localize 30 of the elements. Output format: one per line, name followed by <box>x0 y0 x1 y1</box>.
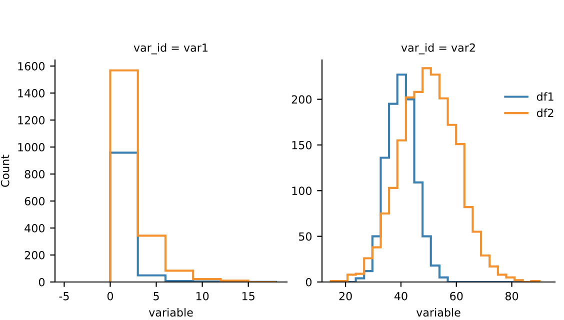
x-tick-label: 80 <box>505 292 518 300</box>
y-tick-label: 200 <box>292 95 312 104</box>
y-tick-label: 400 <box>24 224 45 232</box>
x-tick-label: 5 <box>154 292 159 300</box>
y-tick-label: 0 <box>306 278 312 286</box>
x-tick-label: 40 <box>394 292 408 300</box>
x-tick-label: 20 <box>339 292 352 300</box>
y-tick-label: 150 <box>292 140 312 150</box>
y-tick-label: 800 <box>24 170 45 178</box>
y-tick-label: 100 <box>292 186 312 196</box>
legend-label: df1 <box>536 92 554 101</box>
x-tick-label: 10 <box>196 292 209 300</box>
y-tick-label: 1400 <box>18 89 45 98</box>
y-axis-title: Count <box>0 154 10 187</box>
y-tick-label: 1000 <box>18 143 45 152</box>
y-tick-label: 1600 <box>18 62 45 70</box>
y-tick-label: 50 <box>298 232 312 241</box>
x-tick-label: 60 <box>450 292 463 300</box>
x-axis-title: variable <box>416 308 460 317</box>
x-tick-label: 15 <box>242 292 254 300</box>
y-tick-label: 0 <box>38 278 45 286</box>
x-tick-label: -5 <box>59 292 69 300</box>
x-tick-label: 0 <box>107 292 114 300</box>
legend-label: df2 <box>536 108 554 118</box>
x-axis-title: variable <box>148 308 193 317</box>
y-tick-label: 600 <box>24 197 45 206</box>
y-tick-label: 200 <box>24 250 45 260</box>
y-tick-label: 1200 <box>18 116 45 124</box>
chart-title: var_id = var1 <box>134 43 208 54</box>
chart-title: var_id = var2 <box>401 43 475 54</box>
